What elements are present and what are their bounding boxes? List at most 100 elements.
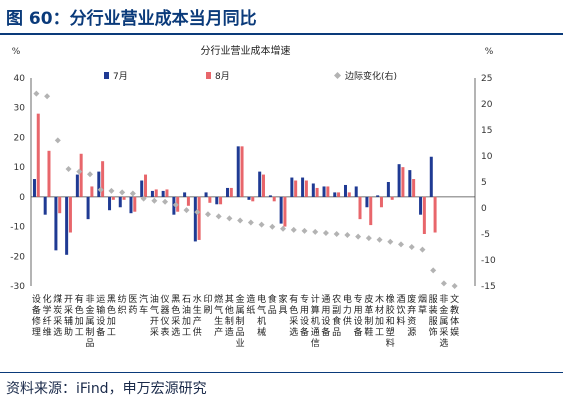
- bar-jul: [129, 196, 133, 214]
- right-tick-label: 15: [481, 126, 492, 136]
- bar-aug: [165, 189, 169, 197]
- left-tick-label: 0: [19, 193, 25, 203]
- bar-jul: [419, 196, 423, 215]
- bar-jul: [226, 187, 230, 197]
- x-tick-label: 通用设备: [321, 294, 330, 338]
- x-tick-label: 电力供: [343, 293, 352, 327]
- x-tick-label: 其他制造: [225, 294, 234, 338]
- marker-marginal: [408, 244, 415, 250]
- marker-marginal: [108, 187, 115, 194]
- bar-jul: [183, 192, 187, 197]
- marker-marginal: [204, 211, 211, 218]
- bar-jul: [32, 179, 36, 197]
- marker-marginal: [162, 198, 169, 205]
- marker-marginal: [33, 90, 40, 97]
- bar-jul: [118, 196, 122, 208]
- bar-aug: [186, 196, 190, 206]
- x-tick-label: 煤炭采选: [53, 293, 62, 338]
- marker-marginal: [183, 207, 190, 214]
- marker-marginal: [194, 209, 201, 216]
- marker-marginal: [54, 137, 61, 144]
- legend-marginal-label: 边际变化(右): [345, 70, 397, 82]
- bar-jul: [386, 182, 390, 197]
- marker-marginal: [387, 238, 394, 245]
- bar-aug: [208, 196, 212, 203]
- marker-marginal: [258, 221, 265, 228]
- chart: 分行业营业成本增速% % -30 -20 -10 0 10 20 30 40 -15 -10 -5 0 5 1…: [10, 44, 496, 349]
- x-tick-label: 专用设备: [300, 293, 309, 338]
- marker-marginal: [247, 219, 254, 226]
- x-tick-label: 服装服饰: [429, 294, 438, 338]
- marker-marginal: [290, 226, 297, 233]
- bar-jul: [161, 190, 165, 197]
- footer-divider: [0, 372, 563, 373]
- figure-title: 图 60：分行业营业成本当月同比: [6, 9, 257, 29]
- marker-marginal: [419, 246, 426, 253]
- x-tick-label: 专用设备: [354, 293, 363, 338]
- x-tick-label: 设备修理: [32, 294, 41, 338]
- marker-marginal: [322, 229, 329, 236]
- legend-jul-swatch: [104, 72, 109, 79]
- x-tick-label: 仪器仪表: [161, 294, 170, 338]
- bar-jul: [279, 196, 283, 224]
- x-tick-label: 电气机械: [257, 293, 266, 338]
- x-tick-label: 纺织: [118, 293, 127, 316]
- bar-jul: [322, 186, 326, 197]
- x-tick-label: 黑色加工: [107, 294, 116, 338]
- bar-aug: [197, 196, 201, 240]
- bar-aug: [36, 113, 40, 197]
- bar-jul: [108, 196, 112, 211]
- bar-jul: [258, 171, 262, 197]
- marker-marginal: [226, 215, 233, 222]
- right-tick-label: -5: [481, 230, 490, 240]
- x-tick-label: 计算机通信: [311, 293, 320, 349]
- right-tick-label: 25: [481, 74, 492, 84]
- bar-jul: [301, 177, 305, 197]
- bar-jul: [290, 177, 294, 197]
- bar-aug: [219, 196, 223, 205]
- marker-marginal: [301, 227, 308, 234]
- x-tick-label: 皮革制鞋: [364, 293, 373, 338]
- x-tick-label: 木材加工: [375, 293, 384, 338]
- bar-jul: [140, 180, 144, 197]
- x-tick-label: 油气开采: [150, 293, 159, 338]
- right-tick-label: -10: [481, 256, 496, 266]
- bar-jul: [54, 196, 58, 251]
- marker-marginal: [440, 280, 447, 287]
- bar-jul: [97, 171, 101, 197]
- x-tick-label: 非金属采选: [439, 293, 448, 349]
- marker-marginal: [140, 195, 147, 202]
- x-tick-label: 印刷: [203, 293, 212, 316]
- bar-jul: [215, 196, 219, 205]
- marker-marginal: [333, 231, 340, 237]
- right-tick-label: 20: [481, 100, 493, 110]
- left-tick-label: -20: [10, 252, 25, 262]
- right-tick-label: 0: [481, 204, 487, 214]
- right-tick-label: -15: [481, 282, 496, 292]
- bar-jul: [365, 196, 369, 208]
- marker-marginal: [312, 228, 319, 235]
- x-tick-label: 医药: [128, 294, 137, 316]
- figure-header: 图 60：分行业营业成本当月同比: [0, 0, 563, 33]
- bar-aug: [111, 196, 115, 200]
- marker-marginal: [44, 93, 51, 100]
- x-tick-label: 燃气生产: [214, 293, 223, 338]
- bar-aug: [79, 153, 83, 197]
- x-tick-label: 文教体娱: [450, 293, 459, 338]
- bar-aug: [58, 196, 62, 214]
- bar-aug: [337, 192, 341, 197]
- bar-aug: [283, 196, 287, 227]
- marker-marginal: [129, 190, 136, 197]
- bar-jul: [376, 195, 380, 197]
- x-tick-label: 食品: [268, 293, 277, 316]
- marker-marginal: [86, 171, 93, 178]
- marker-marginal: [65, 166, 72, 172]
- x-tick-label: 开采辅助: [64, 294, 73, 338]
- marker-marginal: [237, 217, 244, 224]
- x-tick-label: 非金属制品: [85, 293, 94, 349]
- left-tick-label: 40: [14, 74, 26, 84]
- bar-aug: [272, 196, 276, 202]
- marker-marginal: [376, 236, 383, 243]
- bar-jul: [354, 186, 358, 197]
- x-tick-label: 黑色采选: [171, 294, 180, 338]
